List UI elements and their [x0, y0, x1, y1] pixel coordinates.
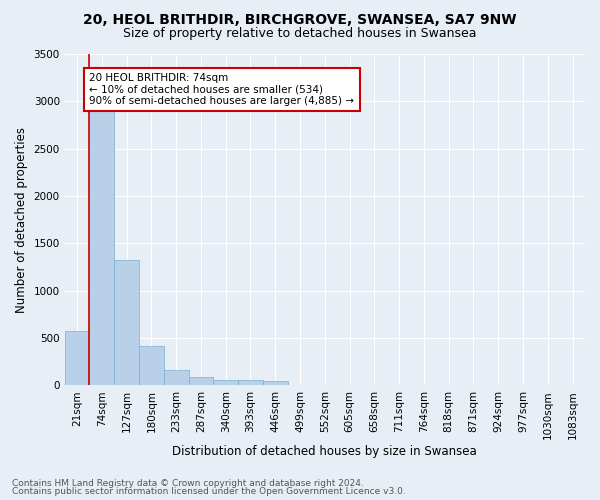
- Text: Contains HM Land Registry data © Crown copyright and database right 2024.: Contains HM Land Registry data © Crown c…: [12, 478, 364, 488]
- Bar: [188, 378, 214, 386]
- Text: Size of property relative to detached houses in Swansea: Size of property relative to detached ho…: [123, 28, 477, 40]
- Bar: [238, 380, 263, 386]
- Bar: [139, 346, 164, 386]
- X-axis label: Distribution of detached houses by size in Swansea: Distribution of detached houses by size …: [172, 444, 477, 458]
- Text: Contains public sector information licensed under the Open Government Licence v3: Contains public sector information licen…: [12, 487, 406, 496]
- Bar: [263, 381, 287, 386]
- Bar: [164, 370, 188, 386]
- Bar: [114, 260, 139, 386]
- Text: 20, HEOL BRITHDIR, BIRCHGROVE, SWANSEA, SA7 9NW: 20, HEOL BRITHDIR, BIRCHGROVE, SWANSEA, …: [83, 12, 517, 26]
- Bar: [89, 109, 114, 386]
- Bar: [65, 332, 89, 386]
- Text: 20 HEOL BRITHDIR: 74sqm
← 10% of detached houses are smaller (534)
90% of semi-d: 20 HEOL BRITHDIR: 74sqm ← 10% of detache…: [89, 73, 355, 106]
- Y-axis label: Number of detached properties: Number of detached properties: [15, 126, 28, 312]
- Bar: [214, 380, 238, 386]
